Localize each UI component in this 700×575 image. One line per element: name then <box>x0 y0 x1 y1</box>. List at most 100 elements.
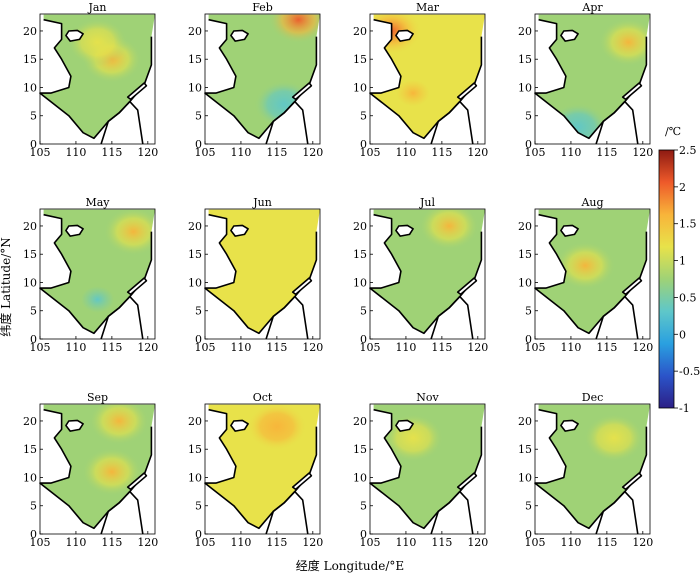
y-tick-label: 15 <box>23 443 37 456</box>
y-tick-label: 20 <box>23 415 37 428</box>
x-tick-label: 120 <box>632 146 653 159</box>
map-panel: Aug 105 110 115 120 0 5 10 15 20 <box>518 196 653 354</box>
panel-title: Apr <box>581 1 603 14</box>
palawan-island <box>621 472 643 491</box>
map-panel: Apr 105 110 115 120 0 5 10 15 20 <box>518 1 653 159</box>
panel-frame <box>534 13 651 145</box>
hainan-island <box>65 224 84 237</box>
y-tick-label: 10 <box>353 276 367 289</box>
y-tick-label: 5 <box>195 110 202 123</box>
x-tick-label: 105 <box>195 146 216 159</box>
hotspot-mark <box>598 18 650 67</box>
panel-frame <box>39 403 156 535</box>
y-tick-label: 5 <box>360 305 367 318</box>
panel-frame <box>39 13 156 145</box>
x-tick-label: 110 <box>65 146 86 159</box>
y-tick-label: 0 <box>360 333 367 346</box>
map-panel: Mar 105 110 115 120 0 5 10 15 20 <box>353 1 488 159</box>
y-tick-label: 20 <box>188 220 202 233</box>
x-tick-label: 110 <box>230 146 251 159</box>
hotspot-mark <box>210 247 271 296</box>
borneo-coast <box>100 100 144 145</box>
y-tick-label: 20 <box>188 415 202 428</box>
y-tick-label: 10 <box>353 471 367 484</box>
hotspot-mark <box>81 447 142 496</box>
map-panel: Jul 105 110 115 120 0 5 10 15 20 <box>353 196 488 354</box>
y-tick-label: 20 <box>353 415 367 428</box>
anomaly-hotspots <box>81 404 150 496</box>
palawan-island <box>621 82 643 101</box>
x-tick-label: 115 <box>596 536 617 549</box>
hainan-island <box>560 224 579 237</box>
panel-title: Sep <box>87 391 108 404</box>
panel-frame <box>204 403 321 535</box>
x-tick-label: 105 <box>195 341 216 354</box>
x-tick-label: 105 <box>30 146 51 159</box>
y-tick-label: 10 <box>188 471 202 484</box>
y-tick-label: 0 <box>525 138 532 151</box>
x-tick-label: 110 <box>395 341 416 354</box>
y-tick-label: 0 <box>195 528 202 541</box>
palawan-island <box>456 472 478 491</box>
y-tick-label: 20 <box>23 25 37 38</box>
map-panel: Feb 105 110 115 120 0 5 10 15 20 <box>188 1 323 159</box>
x-tick-label: 105 <box>525 341 546 354</box>
panel-title: Jan <box>87 1 106 14</box>
hotspot-mark <box>89 404 150 445</box>
y-tick-label: 10 <box>518 276 532 289</box>
anomaly-hotspots <box>555 241 616 290</box>
x-tick-label: 110 <box>395 146 416 159</box>
borneo-coast <box>595 295 639 340</box>
anomaly-hotspots <box>67 18 142 84</box>
x-tick-label: 110 <box>65 341 86 354</box>
y-tick-label: 15 <box>188 248 202 261</box>
panel-frame <box>534 208 651 340</box>
x-tick-label: 115 <box>431 536 452 549</box>
y-tick-label: 15 <box>188 443 202 456</box>
hainan-island <box>65 419 84 432</box>
x-tick-label: 105 <box>30 536 51 549</box>
x-tick-label: 115 <box>431 146 452 159</box>
panel-title: Jun <box>252 196 272 209</box>
y-tick-label: 20 <box>518 220 532 233</box>
x-tick-label: 120 <box>467 341 488 354</box>
y-tick-label: 15 <box>23 53 37 66</box>
x-tick-label: 115 <box>101 536 122 549</box>
y-tick-label: 15 <box>353 443 367 456</box>
y-tick-label: 0 <box>30 138 37 151</box>
palawan-island <box>456 277 478 296</box>
x-tick-label: 105 <box>525 536 546 549</box>
x-tick-label: 120 <box>632 536 653 549</box>
panel-title: Mar <box>416 1 440 14</box>
panel-title: Oct <box>253 391 273 404</box>
y-tick-label: 5 <box>360 500 367 513</box>
panel-title: Aug <box>580 196 603 209</box>
borneo-coast <box>595 100 639 145</box>
y-tick-label: 5 <box>30 110 37 123</box>
map-panel: Dec 105 110 115 120 0 5 10 15 20 <box>518 391 653 549</box>
y-tick-label: 5 <box>525 110 532 123</box>
hotspot-mark <box>67 18 128 67</box>
map-panel: May 105 110 115 120 0 5 10 15 20 <box>23 196 158 354</box>
x-tick-label: 115 <box>596 341 617 354</box>
y-tick-label: 0 <box>525 528 532 541</box>
panel-frame <box>534 403 651 535</box>
x-tick-label: 110 <box>395 536 416 549</box>
hainan-island <box>395 224 414 237</box>
hainan-island <box>230 224 249 237</box>
y-tick-label: 20 <box>353 220 367 233</box>
panel-frame <box>204 13 321 145</box>
y-tick-label: 5 <box>30 305 37 318</box>
x-tick-label: 120 <box>137 146 158 159</box>
hainan-island <box>230 419 249 432</box>
hotspot-mark <box>555 241 616 290</box>
x-tick-label: 110 <box>560 536 581 549</box>
x-tick-label: 115 <box>431 341 452 354</box>
panel-frame <box>369 403 486 535</box>
y-tick-label: 15 <box>353 248 367 261</box>
anomaly-hotspots <box>584 413 645 462</box>
y-axis-title: 纬度 Latitude/°N <box>0 237 13 336</box>
y-tick-label: 15 <box>518 53 532 66</box>
y-tick-label: 0 <box>30 528 37 541</box>
y-tick-label: 5 <box>525 500 532 513</box>
